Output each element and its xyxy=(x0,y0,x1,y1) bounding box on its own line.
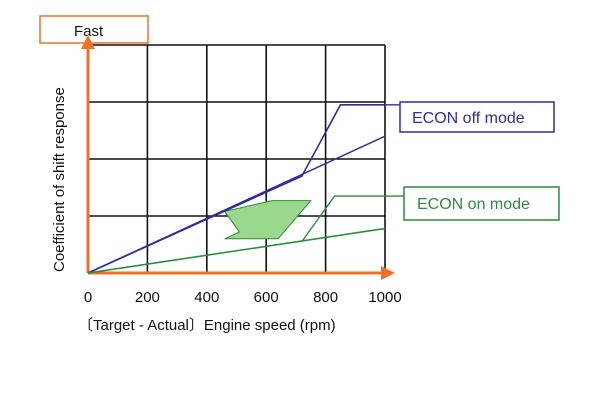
y-top-label-box xyxy=(39,15,149,44)
axes xyxy=(81,35,395,280)
legend-label-econ-off: ECON off mode xyxy=(412,110,525,127)
legend-label-econ-on: ECON on mode xyxy=(417,196,530,213)
x-axis-label: 〔Target - Actual〕Engine speed (rpm) xyxy=(78,317,336,334)
series-line-econ-on xyxy=(87,227,386,274)
y-axis-label: Coefficient of shift response xyxy=(51,87,68,272)
legend: ECON off mode ECON on mode xyxy=(301,101,560,243)
x-tick-label: 600 xyxy=(254,289,279,306)
x-tick-label: 400 xyxy=(194,289,219,306)
x-tick-labels: 0 200 400 600 800 1000 xyxy=(84,289,402,306)
y-top-label: Fast xyxy=(74,23,104,40)
shift-arrow-shape xyxy=(223,200,312,240)
y-axis-arrowhead xyxy=(81,35,95,49)
series-line-econ-off xyxy=(87,104,385,274)
plot-area xyxy=(87,104,386,274)
x-axis-arrowhead xyxy=(381,266,395,280)
x-tick-label: 200 xyxy=(135,289,160,306)
x-tick-label: 0 xyxy=(84,289,92,306)
x-tick-label: 800 xyxy=(313,289,338,306)
legend-box-econ-on xyxy=(403,186,560,221)
legend-leader-econ-on xyxy=(301,195,404,243)
x-tick-label: 1000 xyxy=(368,289,401,306)
legend-box-econ-off xyxy=(399,101,555,133)
